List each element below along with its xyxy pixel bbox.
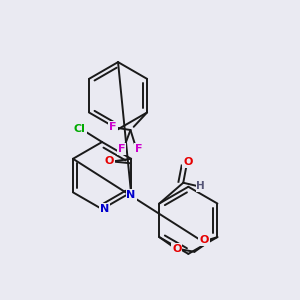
Text: F: F bbox=[118, 144, 125, 154]
Text: N: N bbox=[100, 204, 109, 214]
Text: N: N bbox=[127, 190, 136, 200]
Text: F: F bbox=[135, 144, 142, 154]
Text: O: O bbox=[172, 244, 182, 254]
Text: O: O bbox=[183, 157, 193, 167]
Text: Cl: Cl bbox=[74, 124, 85, 134]
Text: F: F bbox=[109, 122, 117, 132]
Text: O: O bbox=[199, 235, 209, 245]
Text: O: O bbox=[105, 156, 114, 166]
Text: H: H bbox=[196, 181, 205, 191]
